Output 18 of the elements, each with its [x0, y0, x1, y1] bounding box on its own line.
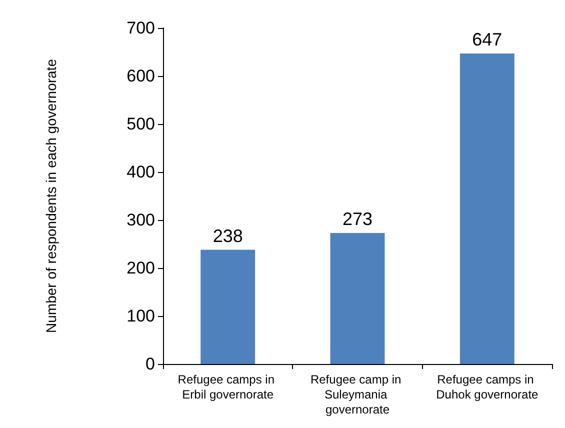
x-tick-label: Refugee camp in Suleymania governorate	[310, 372, 405, 416]
x-tick-label: Refugee camps in Erbil governorate	[178, 372, 278, 402]
data-label: 273	[342, 208, 373, 229]
y-tick-label: 700	[126, 18, 155, 38]
y-tick-label: 400	[126, 162, 155, 182]
y-axis-title: Number of respondents in each governorate	[43, 58, 59, 333]
y-tick-label: 600	[126, 66, 155, 86]
y-tick-label: 200	[126, 258, 155, 278]
data-label: 238	[212, 226, 243, 246]
data-label: 647	[472, 29, 502, 50]
y-tick-label: 500	[126, 114, 155, 134]
bar	[200, 250, 256, 364]
y-tick-label: 0	[146, 354, 155, 374]
y-tick-label: 100	[126, 306, 155, 326]
bar	[460, 53, 514, 364]
x-tick-label: Refugee camps in Duhok governorate	[436, 372, 539, 402]
bar	[330, 232, 385, 364]
y-tick-label: 300	[126, 210, 155, 230]
